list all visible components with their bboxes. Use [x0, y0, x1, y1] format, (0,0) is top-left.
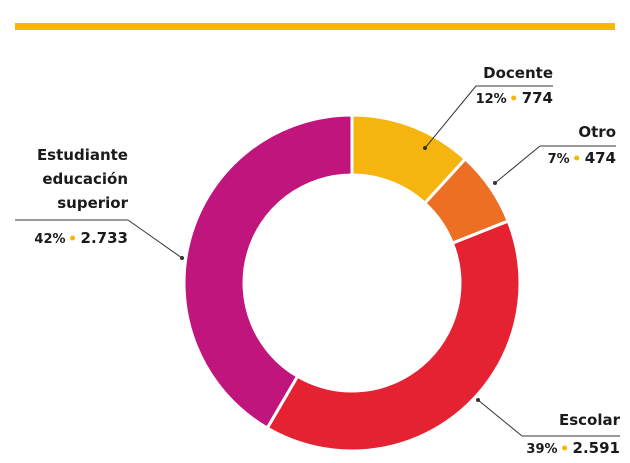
bullet: [574, 155, 580, 161]
label-line: educación: [42, 170, 128, 188]
donut-slice: [265, 219, 522, 453]
leader-dot: [423, 146, 427, 150]
bullet: [70, 235, 76, 241]
percentage-label: 7%: [548, 152, 570, 167]
donut-slice: [182, 113, 354, 431]
leader-line: [477, 399, 523, 437]
leader-line: [127, 219, 183, 259]
percentage-label: 42%: [34, 232, 65, 247]
percentage-label: 39%: [526, 442, 557, 457]
slice-label: Docente: [483, 64, 553, 82]
leader-dot: [180, 256, 184, 260]
slice-label: Escolar: [559, 411, 621, 429]
count-label: 2.733: [81, 229, 128, 247]
label-line: Estudiante: [37, 146, 128, 164]
count-label: 474: [585, 149, 616, 167]
percentage-label: 12%: [476, 92, 507, 107]
slice-label: Otro: [578, 123, 616, 141]
leader-line: [494, 145, 541, 184]
label-line: superior: [57, 194, 128, 212]
leader-dot: [476, 398, 480, 402]
bullet: [562, 445, 568, 451]
count-label: 774: [522, 89, 553, 107]
leader-line: [424, 85, 477, 149]
count-label: 2.591: [573, 439, 620, 457]
leader-dot: [493, 181, 497, 185]
top-bar: [15, 23, 615, 30]
bullet: [511, 95, 517, 101]
slice-label: Estudiante educación superior: [37, 146, 129, 212]
